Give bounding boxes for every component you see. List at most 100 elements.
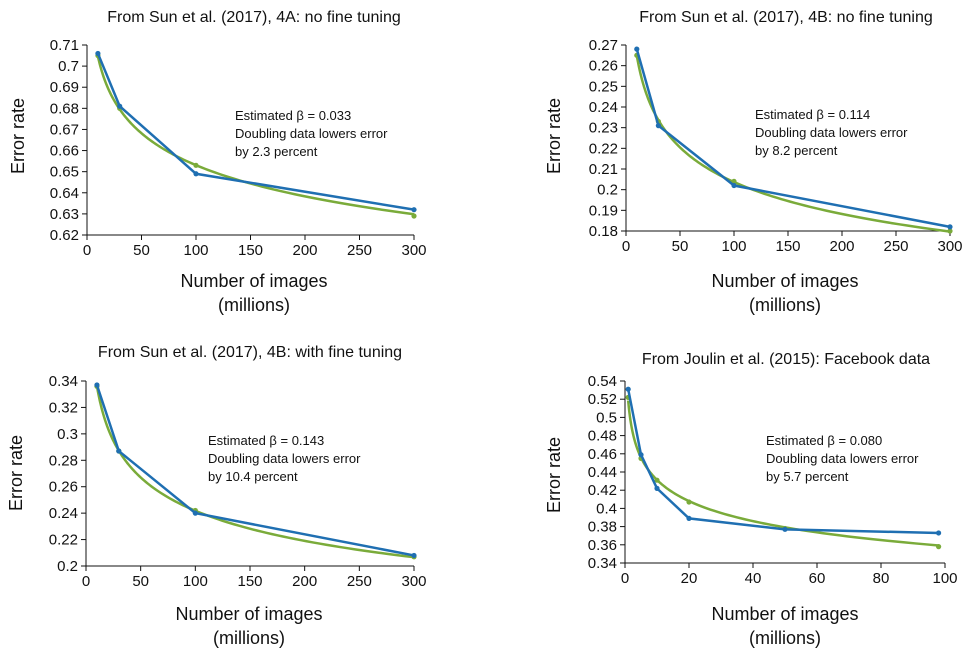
x-tick-label: 50 — [133, 242, 150, 259]
annotation-doubling: Doubling data lowers error — [235, 126, 388, 141]
x-tick-label: 150 — [238, 242, 263, 259]
y-tick-label: 0.2 — [597, 182, 618, 199]
panel-sun-4b-no-fine-tuning: From Sun et al. (2017), 4B: no fine tuni… — [544, 9, 963, 315]
y-axis-label: Error rate — [544, 98, 564, 174]
x-axis-unit: (millions) — [749, 628, 821, 648]
y-tick-label: 0.42 — [588, 482, 617, 499]
data-point — [686, 515, 692, 522]
y-tick-label: 0.21 — [589, 161, 618, 178]
x-tick-label: 250 — [883, 238, 908, 255]
data-point — [936, 530, 942, 536]
x-axis-label: Number of images — [711, 604, 858, 624]
data-point — [95, 50, 101, 57]
annotation-doubling: Doubling data lowers error — [755, 125, 908, 140]
annotation-beta: Estimated β = 0.143 — [208, 433, 324, 448]
x-axis-unit: (millions) — [218, 295, 290, 315]
y-tick-label: 0.5 — [596, 409, 617, 426]
y-tick-label: 0.26 — [49, 479, 78, 496]
annotation-beta: Estimated β = 0.080 — [766, 433, 882, 448]
y-tick-label: 0.24 — [49, 505, 78, 522]
plot-area: 0.18 0.19 0.2 0.21 0.22 0.23 0.24 0.25 0.26 0.27 0… — [589, 37, 963, 255]
annotation-doubling: Doubling data lowers error — [208, 451, 361, 466]
data-point — [638, 452, 644, 458]
y-tick-label: 0.19 — [589, 202, 618, 219]
y-tick-label: 0.38 — [588, 519, 617, 536]
x-tick-label: 250 — [347, 242, 372, 259]
x-tick-label: 0 — [82, 573, 90, 590]
y-axis-label: Error rate — [6, 435, 26, 511]
y-tick-label: 0.52 — [588, 391, 617, 408]
x-tick-label: 100 — [183, 242, 208, 259]
y-tick-label: 0.22 — [589, 140, 618, 157]
x-axis-label: Number of images — [175, 604, 322, 624]
y-tick-label: 0.63 — [50, 206, 79, 223]
x-axis-unit: (millions) — [749, 295, 821, 315]
y-tick-label: 0.25 — [589, 78, 618, 95]
y-tick-label: 0.24 — [589, 99, 618, 116]
data-point — [782, 526, 788, 532]
data-line — [626, 388, 939, 535]
x-tick-label: 80 — [873, 570, 890, 587]
x-tick-label: 200 — [292, 242, 317, 259]
plot-area: 0.340.360.38 0.40.420.440.460.48 0.50.520.… — [588, 373, 958, 587]
x-tick-label: 40 — [745, 570, 762, 587]
y-axis-label: Error rate — [544, 437, 564, 513]
x-tick-label: 100 — [721, 238, 746, 255]
data-line — [95, 384, 415, 557]
data-point — [411, 207, 417, 213]
x-tick-label: 20 — [681, 570, 698, 587]
y-tick-label: 0.27 — [589, 37, 618, 54]
data-point — [947, 224, 953, 230]
data-point — [634, 46, 640, 52]
x-tick-label: 100 — [932, 570, 957, 587]
x-tick-label: 300 — [401, 573, 426, 590]
y-tick-label: 0.46 — [588, 446, 617, 463]
y-tick-label: 0.7 — [58, 58, 79, 75]
y-tick-label: 0.62 — [50, 227, 79, 244]
x-tick-label: 0 — [621, 570, 629, 587]
data-point — [94, 382, 100, 388]
x-tick-label: 200 — [292, 573, 317, 590]
y-tick-label: 0.3 — [57, 426, 78, 443]
y-tick-label: 0.34 — [49, 373, 78, 390]
data-point — [625, 386, 631, 392]
x-tick-label: 150 — [775, 238, 800, 255]
data-line — [96, 52, 415, 211]
y-tick-label: 0.34 — [588, 555, 617, 572]
data-point — [116, 448, 122, 454]
data-point — [731, 182, 737, 189]
y-tick-label: 0.28 — [49, 452, 78, 469]
x-tick-label: 100 — [183, 573, 208, 590]
fit-point — [936, 544, 942, 550]
fit-point — [411, 213, 417, 219]
y-tick-label: 0.26 — [589, 58, 618, 75]
x-tick-label: 300 — [401, 242, 426, 259]
annotation-doubling: Doubling data lowers error — [766, 451, 919, 466]
data-point — [655, 123, 662, 129]
fit-curve — [96, 56, 415, 216]
y-tick-label: 0.48 — [588, 428, 617, 445]
y-tick-label: 0.54 — [588, 373, 617, 390]
panel-sun-4b-with-fine-tuning: From Sun et al. (2017), 4B: with fine tu… — [6, 344, 427, 648]
x-tick-label: 50 — [132, 573, 149, 590]
chart-title: From Sun et al. (2017), 4A: no fine tuni… — [107, 9, 401, 26]
fit-point — [731, 178, 737, 184]
panel-sun-4a: From Sun et al. (2017), 4A: no fine tuni… — [8, 9, 427, 315]
data-point — [411, 552, 417, 559]
data-point — [192, 510, 198, 516]
y-tick-label: 0.4 — [596, 500, 617, 517]
data-line — [635, 48, 951, 229]
x-tick-label: 60 — [809, 570, 826, 587]
y-tick-label: 0.44 — [588, 464, 617, 481]
y-tick-label: 0.36 — [588, 537, 617, 554]
panel-joulin-facebook: From Joulin et al. (2015): Facebook data… — [544, 351, 958, 648]
x-tick-label: 200 — [829, 238, 854, 255]
y-tick-label: 0.2 — [57, 558, 78, 575]
x-tick-label: 0 — [83, 242, 91, 259]
chart-title: From Joulin et al. (2015): Facebook data — [642, 351, 930, 368]
x-tick-label: 50 — [672, 238, 689, 255]
annotation-percent: by 10.4 percent — [208, 469, 298, 484]
x-tick-label: 300 — [937, 238, 962, 255]
x-tick-label: 250 — [347, 573, 372, 590]
